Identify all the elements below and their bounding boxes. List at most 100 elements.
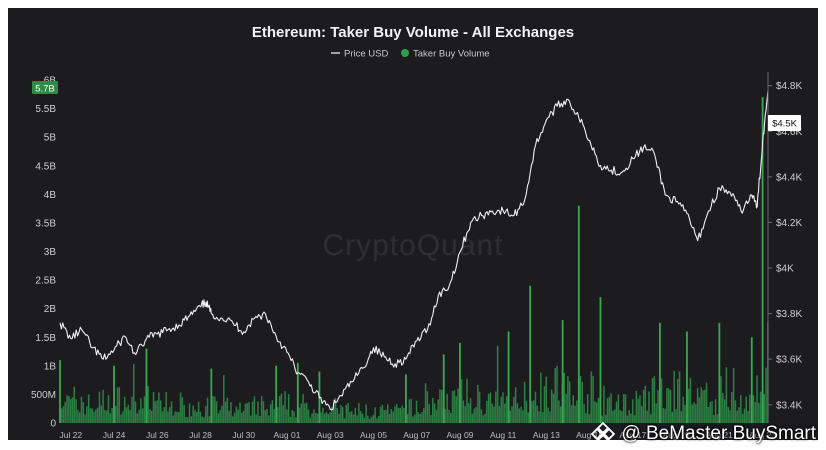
- legend-price-usd: Price USD: [344, 49, 388, 60]
- volume-bar: [763, 393, 765, 423]
- volume-bar: [140, 398, 142, 423]
- volume-bar: [147, 386, 149, 423]
- volume-bar: [606, 398, 609, 423]
- left-axis-tick-label: 0: [50, 419, 56, 430]
- volume-bar: [352, 414, 355, 423]
- volume-bar: [246, 403, 248, 423]
- volume-bar: [525, 400, 528, 423]
- chart-legend: Price USD Taker Buy Volume: [331, 49, 490, 60]
- volume-bar: [423, 408, 425, 423]
- volume-bar: [336, 408, 339, 423]
- volume-bar: [96, 407, 99, 423]
- volume-bar: [197, 401, 200, 423]
- volume-bar: [702, 390, 704, 423]
- volume-bar: [372, 414, 375, 423]
- volume-bar: [693, 402, 695, 423]
- volume-bar: [758, 402, 760, 423]
- volume-bar: [168, 406, 171, 423]
- current-volume-callout-box: [32, 81, 58, 94]
- volume-bar: [129, 409, 131, 423]
- volume-bar: [419, 414, 421, 423]
- volume-bar: [498, 406, 501, 423]
- volume-bar: [273, 409, 275, 423]
- volume-bar: [399, 407, 402, 423]
- volume-bar: [682, 396, 684, 423]
- x-axis-tick-label: Jul 28: [189, 430, 212, 440]
- volume-bar: [214, 396, 216, 423]
- x-axis-tick-label: Jul 22: [59, 430, 82, 440]
- volume-bar: [729, 410, 731, 423]
- volume-bar: [509, 410, 511, 423]
- volume-spike-bar: [113, 365, 115, 423]
- volume-bar: [289, 416, 292, 423]
- volume-bar: [340, 404, 342, 423]
- volume-bar: [493, 406, 495, 423]
- volume-bar: [250, 415, 252, 423]
- volume-bar: [190, 416, 193, 423]
- volume-bar: [188, 403, 191, 423]
- volume-bar: [617, 394, 620, 423]
- volume-bar: [71, 397, 74, 423]
- volume-bar: [574, 405, 576, 423]
- volume-bar: [194, 409, 196, 423]
- volume-bar: [698, 397, 701, 423]
- volume-bar: [338, 413, 340, 423]
- volume-bar: [453, 390, 456, 423]
- volume-bar: [172, 415, 175, 423]
- volume-spike-bar: [145, 348, 148, 423]
- volume-bar: [381, 404, 384, 423]
- binance-square-icon: [591, 422, 616, 446]
- volume-bar: [134, 401, 137, 423]
- volume-bar: [196, 412, 198, 423]
- volume-bar: [738, 407, 740, 423]
- volume-bar: [311, 413, 313, 423]
- volume-bar: [536, 405, 539, 423]
- volume-bar: [752, 395, 755, 423]
- volume-bar: [759, 391, 762, 423]
- volume-bar: [460, 379, 463, 423]
- volume-bar: [613, 409, 616, 423]
- volume-bar: [248, 402, 250, 423]
- volume-bar: [64, 401, 67, 423]
- price-usd-line: [59, 90, 769, 411]
- volume-bar: [131, 396, 133, 423]
- volume-bar: [642, 389, 645, 423]
- x-axis-ticks: Jul 22 Jul 24 Jul 26 Jul 28 Jul 30 Aug 01 Aug …: [59, 430, 776, 440]
- volume-bar: [307, 409, 310, 423]
- volume-bar: [687, 388, 690, 423]
- volume-bar: [347, 402, 349, 423]
- volume-bar: [570, 405, 573, 423]
- volume-bar: [354, 407, 357, 423]
- volume-bar: [239, 402, 241, 423]
- volume-bar: [392, 411, 394, 423]
- x-axis-tick-label: Aug 07: [403, 430, 430, 440]
- current-price-callout-box: [768, 115, 801, 131]
- volume-bar: [754, 402, 756, 423]
- volume-bar: [495, 391, 497, 423]
- volume-bar: [505, 396, 508, 423]
- volume-bar: [295, 417, 297, 423]
- volume-bar: [237, 409, 239, 423]
- x-axis-tick-label: Aug 21: [706, 430, 733, 440]
- volume-bar: [547, 407, 549, 423]
- left-axis-tick-label: 500M: [31, 390, 56, 401]
- volume-bar: [707, 407, 710, 423]
- volume-bar: [444, 409, 447, 423]
- volume-bar: [734, 400, 737, 423]
- x-axis-tick-label: Aug 03: [317, 430, 344, 440]
- volume-bar: [122, 411, 124, 423]
- volume-bar: [120, 414, 122, 423]
- volume-bar: [82, 402, 85, 423]
- volume-spike-bar: [686, 331, 688, 423]
- volume-bar: [167, 411, 169, 423]
- volume-bar: [594, 401, 596, 423]
- volume-bar: [368, 418, 371, 423]
- volume-bar: [534, 391, 537, 423]
- volume-bar: [331, 407, 333, 423]
- volume-bar: [631, 399, 634, 423]
- x-axis-tick-label: Jul 30: [232, 430, 255, 440]
- volume-bar: [325, 412, 328, 423]
- volume-bar: [383, 410, 385, 423]
- volume-bar: [143, 396, 146, 423]
- volume-bar: [713, 415, 715, 423]
